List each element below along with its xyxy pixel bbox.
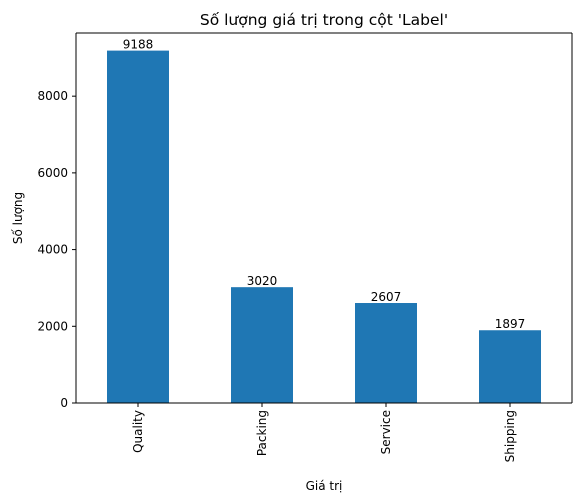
bar-service: [355, 303, 417, 403]
data-label-packing: 3020: [247, 274, 278, 288]
x-tick-label-service: Service: [379, 410, 393, 454]
x-axis-label: Giá trị: [306, 479, 343, 493]
data-label-shipping: 1897: [495, 317, 526, 331]
x-tick-label-quality: Quality: [131, 410, 145, 453]
data-label-service: 2607: [371, 290, 402, 304]
y-tick-label: 8000: [37, 89, 68, 103]
bar-packing: [231, 287, 293, 403]
y-axis-ticks: 0 2000 4000 6000 8000: [37, 89, 76, 410]
y-tick-label: 6000: [37, 166, 68, 180]
y-tick-label: 4000: [37, 243, 68, 257]
y-tick-label: 0: [60, 396, 68, 410]
y-axis-label: Số lượng: [11, 192, 25, 244]
x-tick-label-packing: Packing: [255, 410, 269, 456]
x-tick-label-shipping: Shipping: [503, 410, 517, 462]
chart-title: Số lượng giá trị trong cột 'Label': [200, 11, 448, 29]
data-label-quality: 9188: [123, 38, 154, 52]
y-tick-label: 2000: [37, 319, 68, 333]
data-labels: 9188 3020 2607 1897: [123, 38, 526, 332]
bar-shipping: [479, 330, 541, 403]
x-axis-ticks: Quality Packing Service Shipping: [131, 403, 517, 462]
bars: [107, 50, 541, 404]
bar-quality: [107, 50, 169, 404]
